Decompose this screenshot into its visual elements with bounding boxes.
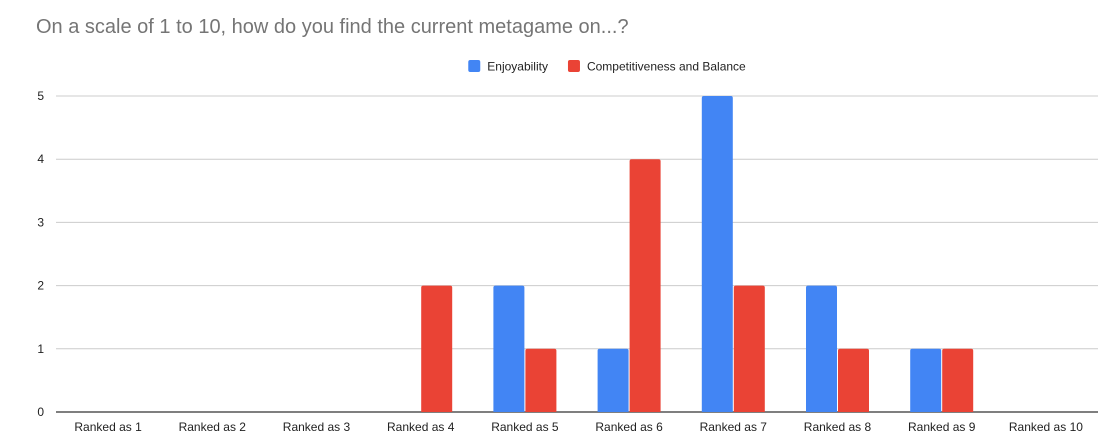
bar-competitiveness: [629, 159, 661, 412]
y-tick-label: 3: [37, 215, 44, 229]
legend-swatch: [468, 60, 481, 72]
x-tick-label: Ranked as 2: [179, 420, 247, 434]
y-tick-label: 4: [37, 152, 44, 166]
bar-enjoyability: [493, 285, 525, 412]
bar-competitiveness: [525, 348, 557, 412]
x-tick-label: Ranked as 1: [74, 420, 142, 434]
x-tick-label: Ranked as 9: [908, 420, 976, 434]
legend-label: Enjoyability: [487, 60, 548, 74]
y-tick-label: 0: [37, 405, 44, 419]
y-tick-label: 2: [37, 279, 44, 293]
x-tick-label: Ranked as 8: [804, 420, 872, 434]
legend-swatch: [567, 60, 580, 72]
chart-title: On a scale of 1 to 10, how do you find t…: [36, 16, 629, 38]
x-tick-label: Ranked as 3: [283, 420, 351, 434]
x-tick-label: Ranked as 5: [491, 420, 559, 434]
bar-competitiveness: [838, 348, 869, 412]
x-tick-label: Ranked as 7: [700, 420, 768, 434]
bar-enjoyability: [597, 348, 629, 412]
bar-enjoyability: [701, 96, 733, 412]
y-tick-label: 1: [37, 342, 44, 356]
bar-enjoyability: [910, 348, 942, 412]
bar-competitiveness: [421, 285, 453, 412]
x-tick-label: Ranked as 10: [1009, 420, 1083, 434]
x-tick-label: Ranked as 4: [387, 420, 455, 434]
bar-competitiveness: [942, 348, 974, 412]
y-tick-label: 5: [37, 89, 44, 103]
bar-competitiveness: [733, 285, 765, 412]
x-tick-label: Ranked as 6: [595, 420, 663, 434]
bar-enjoyability: [806, 285, 837, 412]
legend-label: Competitiveness and Balance: [587, 60, 746, 74]
